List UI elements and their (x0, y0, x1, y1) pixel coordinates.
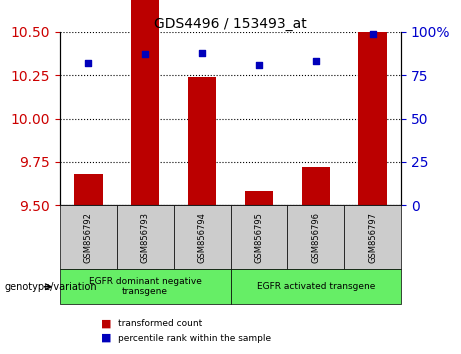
Bar (245, 192, 273, 205)
Point (142, 52, 149, 57)
Bar (358, 32, 387, 205)
Bar (188, 77, 216, 205)
Text: transformed count: transformed count (118, 319, 202, 329)
Text: ■: ■ (101, 319, 112, 329)
Text: EGFR activated transgene: EGFR activated transgene (257, 282, 375, 291)
Point (198, 50, 206, 56)
Text: EGFR dominant negative
transgene: EGFR dominant negative transgene (89, 277, 201, 296)
Text: GSM856797: GSM856797 (368, 212, 377, 263)
Text: GSM856795: GSM856795 (254, 212, 263, 263)
Bar (74, 174, 102, 205)
Bar (301, 167, 330, 205)
Point (255, 62, 263, 68)
Text: genotype/variation: genotype/variation (5, 282, 97, 292)
Text: GSM856794: GSM856794 (198, 212, 207, 263)
Text: percentile rank within the sample: percentile rank within the sample (118, 333, 271, 343)
Point (369, 31, 376, 36)
Point (85, 60, 92, 66)
Title: GDS4496 / 153493_at: GDS4496 / 153493_at (154, 17, 307, 31)
Point (312, 58, 319, 64)
Text: GSM856792: GSM856792 (84, 212, 93, 263)
Text: GSM856796: GSM856796 (311, 212, 320, 263)
Bar (131, 0, 160, 205)
Text: ■: ■ (101, 333, 112, 343)
Text: GSM856793: GSM856793 (141, 212, 150, 263)
